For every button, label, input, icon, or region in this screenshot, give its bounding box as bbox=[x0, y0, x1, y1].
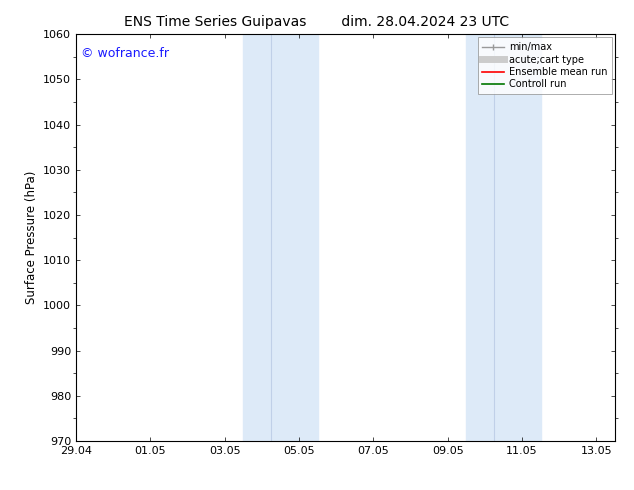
Legend: min/max, acute;cart type, Ensemble mean run, Controll run: min/max, acute;cart type, Ensemble mean … bbox=[477, 37, 612, 94]
Text: © wofrance.fr: © wofrance.fr bbox=[81, 47, 169, 59]
Text: ENS Time Series Guipavas        dim. 28.04.2024 23 UTC: ENS Time Series Guipavas dim. 28.04.2024… bbox=[124, 15, 510, 29]
Bar bbox=[243, 34, 318, 441]
Y-axis label: Surface Pressure (hPa): Surface Pressure (hPa) bbox=[25, 171, 37, 304]
Bar bbox=[467, 34, 541, 441]
